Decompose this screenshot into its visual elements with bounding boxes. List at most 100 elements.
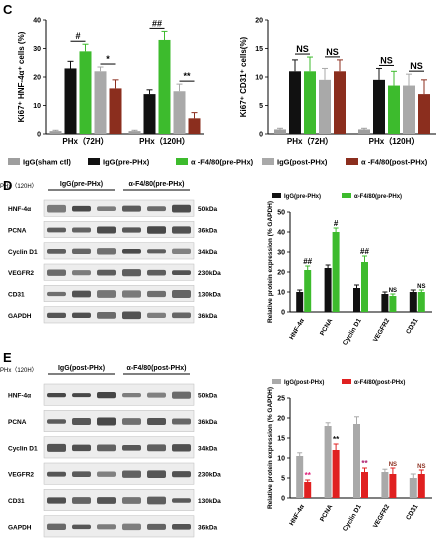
d-chart-legend-label: IgG(pre-PHx): [284, 194, 321, 200]
e-chart-sig-label: NS: [389, 462, 397, 468]
blot-d-band: [147, 290, 166, 298]
blot-e-blot-strip: [43, 462, 195, 485]
d-chart-y-tick-label: 50: [277, 210, 285, 217]
blot-e-kda-label: 36kDa: [198, 524, 218, 531]
blot-e-band: [122, 445, 141, 451]
blot-e-band: [72, 471, 91, 477]
c-left-y-label: Ki67⁺ HNF-4α⁺ cells (%): [17, 31, 26, 122]
d-chart-y-tick-label: 40: [277, 230, 285, 237]
d-chart-y-label: Relative protein expression (% GAPDH): [267, 201, 274, 323]
c-right-bar: [304, 71, 316, 134]
blot-e-band: [172, 498, 191, 503]
legend-label: α -F4/80(post-PHx): [361, 158, 428, 167]
e-chart-category-label: CD31: [405, 503, 420, 521]
blot-d-band: [47, 269, 66, 276]
blot-e-band: [147, 444, 166, 452]
blot-d-band: [72, 227, 91, 233]
blot-d-band: [172, 290, 191, 298]
blot-panel-e: PHx（120H） IgG(post-PHx) α-F4/80(post-PHx) H…: [0, 365, 221, 538]
c-left-bar: [109, 88, 122, 134]
blot-d-band: [72, 290, 91, 298]
d-chart-sig-label: #: [334, 219, 339, 228]
blot-d-protein-label: GAPDH: [8, 313, 32, 320]
d-chart-bar: [381, 294, 389, 312]
blot-e-blot-strip: [43, 383, 195, 406]
c-right-bar: [319, 79, 331, 134]
c-right-y-tick-label: 5: [259, 103, 263, 110]
e-chart-bar: [389, 474, 397, 498]
d-chart-category-label: PCNA: [319, 317, 334, 337]
blot-d-blot-strip: [43, 306, 195, 324]
d-chart-category-label: VEGFR2: [372, 317, 391, 343]
d-chart-bar: [296, 292, 304, 312]
blot-e-band: [147, 496, 166, 505]
panel-letter-d: D: [3, 178, 12, 193]
c-right-group-label: PHx（72H）: [287, 136, 333, 146]
e-chart-legend-swatch: [342, 379, 351, 384]
e-chart-bar: [417, 474, 425, 498]
c-left-bar: [188, 118, 201, 134]
blot-e-protein-label: GAPDH: [8, 524, 32, 531]
c-left-bar: [94, 71, 107, 134]
blot-e-band: [47, 443, 66, 452]
e-chart-y-tick-label: 5: [281, 476, 285, 483]
c-right-sig-label: NS: [410, 61, 423, 71]
blot-e-band: [47, 393, 66, 398]
blot-d-kda-label: 36kDa: [198, 228, 218, 235]
blot-d-band: [122, 205, 141, 212]
c-right-bar: [358, 129, 370, 134]
blot-e-band: [147, 523, 166, 530]
blot-e-band: [97, 417, 116, 426]
e-chart-bar: [324, 426, 332, 498]
c-left-bar: [49, 131, 62, 134]
chart-c-legend: IgG(sham ctl) IgG(pre-PHx) α -F4/80(pre-PH…: [8, 158, 428, 167]
blot-d-band: [47, 248, 66, 254]
c-left-y-tick-label: 30: [33, 46, 41, 53]
blot-e-band: [72, 524, 91, 530]
c-left-y-tick-label: 10: [33, 103, 41, 110]
blot-e-band: [147, 392, 166, 398]
d-chart-category-label: Cyclin D1: [342, 317, 363, 346]
blot-e-band: [147, 418, 166, 425]
blot-e-band: [147, 470, 166, 479]
d-chart-bar: [353, 288, 360, 312]
d-chart-sig-label: ##: [360, 247, 369, 256]
blot-e-band: [122, 418, 141, 425]
d-chart-bar: [304, 270, 312, 312]
e-chart-legend-label: IgG(post-PHx): [284, 380, 324, 386]
blot-e-band: [72, 497, 91, 504]
c-left-sig-label: *: [106, 54, 110, 64]
blot-d-band: [122, 248, 141, 254]
blot-d-band: [147, 249, 166, 254]
c-left-bar: [143, 94, 156, 134]
d-chart-y-tick-label: 30: [277, 250, 285, 257]
blot-e-kda-label: 36kDa: [198, 419, 218, 426]
blot-e-kda-label: 130kDa: [198, 498, 221, 505]
c-right-y-tick-label: 0: [259, 132, 263, 139]
d-chart-bar: [361, 262, 368, 312]
e-chart-bar: [361, 472, 368, 498]
panel-letter-e: E: [3, 350, 12, 365]
d-chart-bar: [417, 292, 425, 312]
blot-d-band: [172, 270, 191, 276]
blot-e-band: [97, 471, 116, 477]
legend-swatch: [88, 158, 100, 165]
c-left-bar: [128, 131, 141, 134]
blot-e-band: [47, 523, 66, 531]
e-chart-y-tick-label: 10: [277, 456, 285, 463]
blot-d-band: [147, 226, 166, 234]
blot-e-band: [122, 393, 141, 398]
blot-d-band: [172, 226, 191, 234]
blot-d-band: [72, 270, 91, 276]
c-right-sig-label: NS: [326, 47, 339, 57]
c-left-y-tick-label: 40: [33, 18, 41, 25]
blot-e-blot-strip: [43, 489, 195, 511]
c-right-group-label: PHx（120H）: [369, 136, 420, 146]
blot-e-kda-label: 50kDa: [198, 393, 218, 400]
blot-d-band: [122, 269, 141, 277]
e-chart-sig-label: **: [305, 471, 312, 480]
legend-label: IgG(post-PHx): [277, 158, 328, 167]
blot-e-band: [172, 391, 191, 399]
d-chart-y-tick-label: 20: [277, 270, 285, 277]
